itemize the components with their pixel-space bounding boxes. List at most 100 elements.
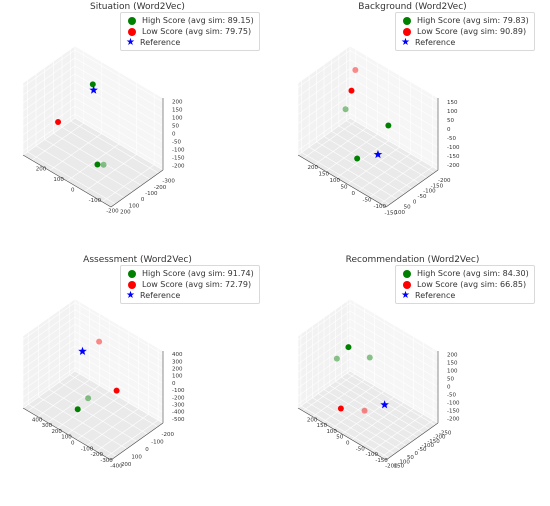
x-tick-label: -50 (418, 194, 427, 200)
gridline-z (22, 309, 76, 348)
gridline-z (74, 345, 164, 399)
x-tick-label: -250 (439, 431, 452, 437)
gridline-z (349, 358, 439, 412)
z-tick-label: -200 (447, 417, 460, 423)
y-tick-label: -300 (100, 458, 113, 464)
legend-item-reference: ★ Reference (126, 290, 254, 301)
legend-label-reference: Reference (140, 291, 181, 300)
y-tick-label: 100 (53, 177, 64, 183)
z-tick-label: 50 (447, 118, 454, 124)
legend-label-high: High Score (avg sim: 84.30) (417, 269, 529, 278)
plot-recommendation: -250-200-150-100-50050100150200150100500… (297, 298, 460, 470)
x-tick-label: -50 (418, 447, 427, 453)
gridline-z (74, 57, 164, 111)
z-tick-label: -200 (172, 164, 185, 170)
z-tick-label: 100 (447, 369, 458, 375)
y-tick-label: -200 (91, 452, 104, 458)
gridline-z (297, 334, 351, 373)
z-tick-label: -100 (172, 148, 185, 154)
gridline-y (96, 414, 149, 452)
legend-item-reference: ★ Reference (126, 37, 254, 48)
gridline-z (74, 338, 164, 391)
gridline-z (297, 68, 351, 106)
y-tick-label: 200 (308, 165, 319, 171)
gridline-z (22, 359, 76, 398)
gridline-y (347, 147, 400, 185)
x-tick-label: 0 (141, 197, 145, 203)
gridline-z (349, 104, 439, 157)
x-tick-label: 100 (131, 454, 142, 460)
panel-situation: -300 -200 -100 0 100 200 200 100 0 -100 -200 200 150… (0, 0, 275, 253)
gridline-z (349, 50, 439, 103)
legend-item-low: Low Score (avg sim: 72.79) (126, 279, 254, 290)
y-tick-label: 300 (42, 423, 53, 429)
gridline-z (297, 86, 351, 124)
gridline-z (22, 331, 76, 369)
x-tick-label: -200 (433, 435, 446, 441)
y-axis-line (22, 154, 112, 208)
gridline-z (74, 113, 164, 167)
high-score-point (94, 161, 101, 168)
z-tick-label: 200 (447, 353, 458, 359)
gridline-z (349, 326, 439, 380)
gridline-z (22, 302, 76, 340)
y-tick-label: 200 (51, 429, 62, 435)
legend-label-low: Low Score (avg sim: 90.89) (417, 27, 527, 36)
z-tick-label: 0 (447, 385, 451, 391)
z-tick-label: 200 (172, 367, 183, 373)
high-score-point (354, 155, 361, 162)
y-tick-label: -400 (110, 464, 123, 470)
legend-item-low: Low Score (avg sim: 79.75) (126, 26, 254, 37)
y-tick-label: -200 (106, 208, 119, 214)
gridline-z (349, 77, 439, 130)
z-tick-label: 400 (172, 352, 183, 358)
legend-marker-low (128, 27, 136, 36)
x-tick-label: 50 (404, 205, 411, 211)
z-tick-label: 200 (172, 100, 183, 106)
x-tick-label: 150 (394, 463, 405, 469)
x-tick-label: -200 (162, 432, 175, 438)
gridline-y (84, 154, 137, 192)
gridline-x (346, 120, 435, 173)
gridline-z (22, 105, 76, 144)
high-score-point (345, 344, 352, 351)
z-tick-label: 100 (172, 116, 183, 122)
gridline-x (301, 152, 390, 205)
panel-assessment: -200 -100 0 100 200 400 300 200 100 0 -100 -200 -300… (0, 253, 275, 506)
legend-marker-low (403, 27, 411, 36)
y-tick-label: 50 (336, 435, 343, 441)
gridline-z (74, 73, 164, 127)
z-tick-label: 300 (172, 359, 183, 365)
y-tick-label: -150 (375, 458, 388, 464)
gridline-z (22, 49, 76, 88)
gridline-y (57, 390, 110, 429)
x-tick-label: 0 (414, 451, 418, 457)
legend-label-high: High Score (avg sim: 89.15) (142, 16, 254, 25)
reference-point (78, 346, 87, 355)
low-score-point (348, 87, 355, 94)
x-axis-line (110, 422, 164, 461)
star-icon: ★ (401, 289, 410, 301)
x-tick-label: -200 (438, 178, 451, 184)
gridline-y (303, 121, 356, 159)
gridline-z (22, 345, 76, 384)
gridline-z (74, 352, 164, 406)
y-tick-label: 0 (71, 188, 75, 194)
legend-label-high: High Score (avg sim: 91.74) (142, 269, 254, 278)
gridline-z (297, 366, 351, 405)
z-tick-label: -100 (447, 145, 460, 151)
gridline-y (322, 385, 375, 423)
x-tick-label: 100 (399, 459, 410, 465)
x-tick-label: -150 (431, 183, 444, 189)
gridline-y (66, 396, 120, 435)
gridline-y (369, 160, 422, 198)
gridline-y (358, 153, 411, 191)
gridline-z (74, 105, 164, 159)
gridline-z (349, 350, 439, 404)
gridline-z (22, 81, 76, 120)
gridline-z (349, 68, 439, 121)
gridline-z (349, 95, 439, 148)
y-tick-label: 0 (346, 441, 350, 447)
x-tick-label: -100 (151, 440, 164, 446)
